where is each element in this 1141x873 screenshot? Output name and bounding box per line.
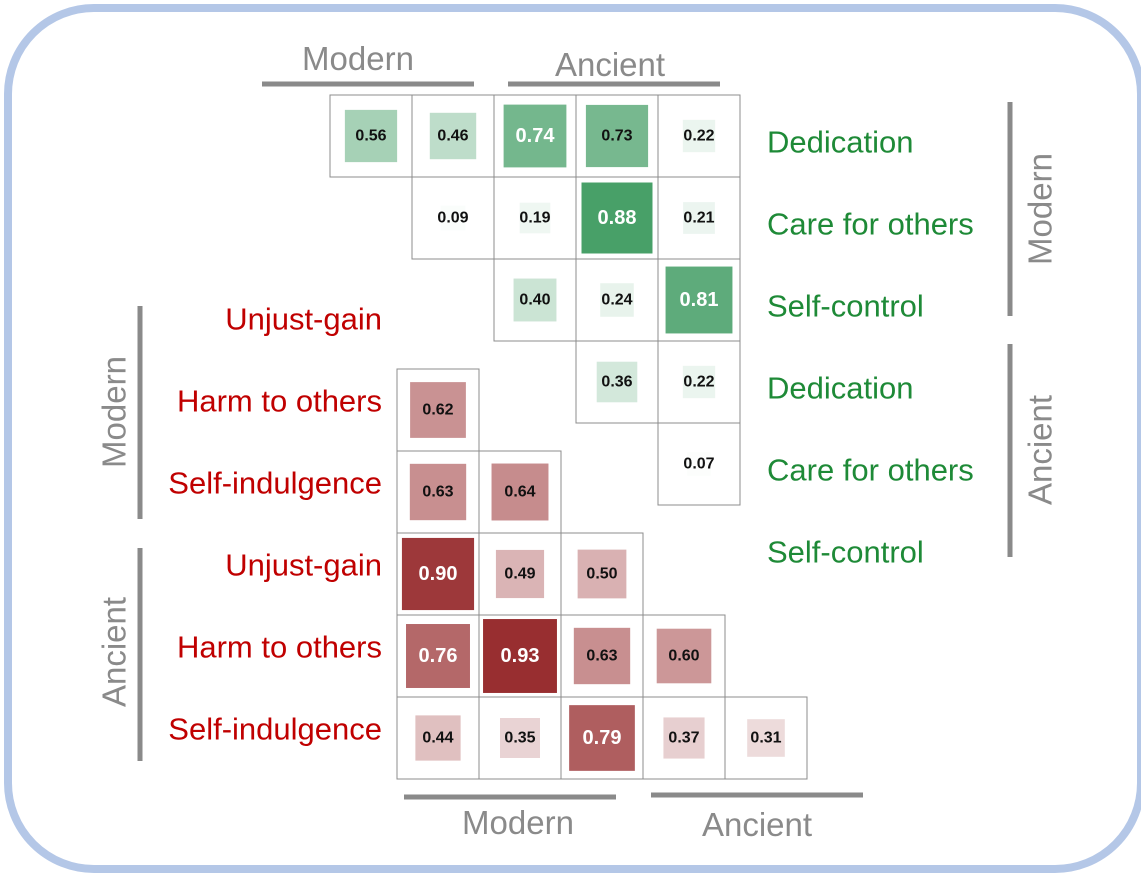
vice-cell-value: 0.60 [668,648,699,665]
virtue-cell-square [519,202,551,234]
virtue-row-label: Self-control [767,289,924,324]
vice-cell-square [401,537,475,611]
virtue-row-label: Self-control [767,535,924,570]
vice-cell-square [569,705,635,771]
virtue-col-group-label: Modern [302,40,414,77]
vice-row-label: Self-indulgence [168,466,382,501]
virtue-row-group-label: Ancient [1022,395,1059,505]
virtue-cell-square [682,365,716,399]
virtue-row-label: Care for others [767,453,974,488]
vice-cell-value: 0.37 [668,730,699,747]
vice-cell-value: 0.62 [422,402,453,419]
vice-cell-square [410,382,466,438]
virtue-cell-square [585,104,649,168]
virtue-cell-square [344,109,398,163]
vice-col-group-label: Ancient [702,806,812,843]
vice-row-label: Unjust-gain [225,548,382,583]
virtue-cell-square [503,104,567,168]
virtue-cell-square [683,202,715,234]
virtue-cell-value: 0.22 [683,128,714,145]
vice-cell-square [495,549,545,599]
vice-row-label: Harm to others [177,384,382,419]
vice-cell-value: 0.31 [750,730,781,747]
virtue-cell-value: 0.56 [355,128,386,145]
virtue-row-label: Dedication [767,125,913,160]
virtue-row-label: Dedication [767,371,913,406]
vice-cell-value: 0.63 [586,648,617,665]
virtue-cell-value: 0.88 [598,207,637,229]
vice-cell-square [577,549,627,599]
virtue-cell-value: 0.73 [601,128,632,145]
vice-cell-value: 0.64 [504,484,535,501]
virtue-cell-square [513,278,557,322]
virtue-cell-value: 0.46 [437,128,468,145]
virtue-cell-square [665,266,733,334]
virtue-cell-value: 0.74 [516,125,556,147]
virtue-cell-value: 0.40 [519,292,550,309]
vice-row-label: Self-indulgence [168,712,382,747]
vice-cell-square [483,619,557,693]
virtue-cell-value: 0.81 [680,289,719,311]
virtue-cell-value: 0.21 [683,210,714,227]
virtue-cell-value: 0.19 [519,210,550,227]
vice-cell-value: 0.44 [422,730,453,747]
vice-cell-square [663,717,705,759]
vice-col-group-label: Modern [462,804,574,841]
virtue-cell-square [596,361,638,403]
virtue-cell-square [600,283,634,317]
vice-row-group-label: Ancient [96,597,133,707]
virtue-cell-square [682,119,716,153]
vice-row-label: Harm to others [177,630,382,665]
vice-cell-value: 0.35 [504,730,535,747]
vice-cell-value: 0.79 [583,727,622,749]
virtue-cell-square [429,112,477,160]
vice-row-label: Unjust-gain [225,302,382,337]
vice-cell-border [724,696,808,780]
virtue-cell-value: 0.07 [683,456,714,473]
virtue-col-group-label: Ancient [555,46,665,83]
virtue-cell-square [687,452,711,476]
virtue-cell-border [657,422,741,506]
vice-cell-value: 0.49 [504,566,535,583]
vice-cell-square [491,463,549,521]
vice-cell-square [747,719,785,757]
vice-cell-value: 0.93 [501,645,540,667]
virtue-cell-square [581,182,653,254]
vice-cell-value: 0.50 [586,566,617,583]
vice-cell-square [415,715,461,761]
vice-cell-value: 0.90 [419,563,458,585]
vice-cell-square [656,628,712,684]
virtue-row-group-label: Modern [1022,153,1059,265]
vice-cell-value: 0.63 [422,484,453,501]
virtue-cell-value: 0.22 [683,374,714,391]
virtue-cell-value: 0.09 [437,210,468,227]
vice-cell-square [406,624,470,688]
virtue-cell-value: 0.24 [601,292,632,309]
vice-cell-square [573,627,631,685]
virtue-row-label: Care for others [767,207,974,242]
vice-row-group-label: Modern [96,356,133,468]
virtue-cell-value: 0.36 [601,374,632,391]
virtue-cell-square [440,205,466,231]
vice-cell-square [500,718,540,758]
vice-cell-square [409,463,467,521]
vice-cell-value: 0.76 [419,645,458,667]
